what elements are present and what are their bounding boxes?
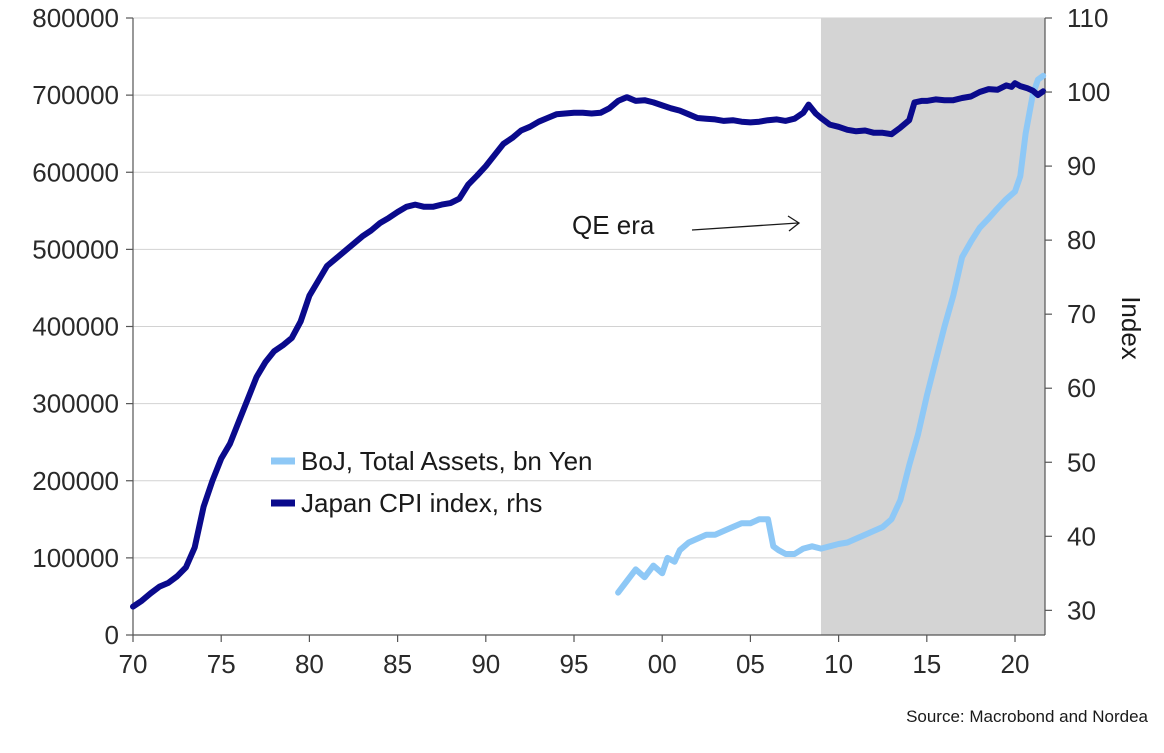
qe-era-annotation: QE era (572, 210, 655, 240)
y-left-tick-label: 0 (105, 620, 119, 650)
qe-era-arrowhead (787, 215, 801, 232)
x-tick-label: 10 (824, 649, 853, 679)
y-right-tick-label: 30 (1067, 595, 1096, 625)
y-left-tick-label: 800000 (32, 3, 119, 33)
x-tick-label: 05 (736, 649, 765, 679)
series-line-japan-cpi (130, 80, 1047, 610)
y-right-tick-label: 60 (1067, 373, 1096, 403)
y-right-tick-label: 80 (1067, 225, 1096, 255)
y-right-tick-label: 90 (1067, 151, 1096, 181)
legend: BoJ, Total Assets, bn Yen Japan CPI inde… (271, 446, 593, 518)
x-axis-ticks: 70 75 80 85 90 95 00 05 10 15 20 (119, 635, 1030, 679)
qe-era-arrow (691, 222, 799, 231)
y-left-tick-label: 200000 (32, 466, 119, 496)
gridlines (133, 17, 1045, 559)
qe-era-shaded-region (820, 18, 1045, 635)
x-tick-label: 95 (560, 649, 589, 679)
legend-label-boj: BoJ, Total Assets, bn Yen (301, 446, 593, 476)
x-tick-label: 80 (295, 649, 324, 679)
x-tick-label: 75 (207, 649, 236, 679)
x-tick-label: 00 (648, 649, 677, 679)
source-note: Source: Macrobond and Nordea (906, 707, 1148, 726)
x-tick-label: 70 (119, 649, 148, 679)
y-left-tick-label: 500000 (32, 234, 119, 264)
y-right-tick-label: 50 (1067, 447, 1096, 477)
x-tick-label: 20 (1001, 649, 1030, 679)
legend-item-cpi: Japan CPI index, rhs (271, 488, 542, 518)
y-right-tick-label: 70 (1067, 299, 1096, 329)
series-layer (130, 72, 1047, 610)
x-tick-label: 85 (383, 649, 412, 679)
left-y-axis-ticks: 0 100000 200000 300000 400000 500000 600000 700… (32, 3, 133, 650)
series-line-boj-total-assets (615, 72, 1047, 596)
x-tick-label: 15 (912, 649, 941, 679)
y-left-tick-label: 600000 (32, 157, 119, 187)
y-right-tick-label: 40 (1067, 521, 1096, 551)
y-right-tick-label: 100 (1067, 77, 1110, 107)
right-axis-label: Index (1116, 296, 1146, 360)
legend-label-cpi: Japan CPI index, rhs (301, 488, 542, 518)
y-left-tick-label: 100000 (32, 543, 119, 573)
y-left-tick-label: 300000 (32, 389, 119, 419)
legend-item-boj: BoJ, Total Assets, bn Yen (271, 446, 593, 476)
y-left-tick-label: 700000 (32, 80, 119, 110)
y-left-tick-label: 400000 (32, 312, 119, 342)
x-tick-label: 90 (471, 649, 500, 679)
y-right-tick-label: 110 (1067, 3, 1108, 33)
right-y-axis-ticks: 30 40 50 60 70 80 90 100 110 (1045, 3, 1110, 625)
